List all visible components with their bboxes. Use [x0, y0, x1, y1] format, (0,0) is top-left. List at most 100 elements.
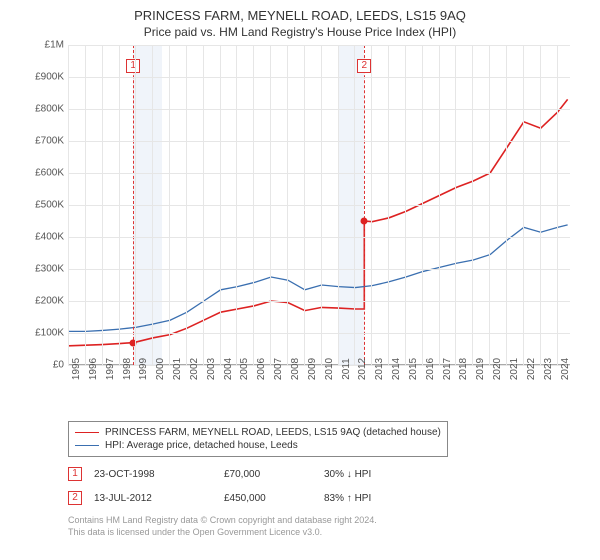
x-tick-label: 2006: [256, 358, 267, 380]
x-tick-label: 2024: [560, 358, 571, 380]
x-tick-label: 2011: [341, 358, 352, 380]
legend-swatch: [75, 432, 99, 433]
x-tick-label: 2019: [475, 358, 486, 380]
sale-delta: 30% ↓ HPI: [324, 469, 424, 480]
x-tick-label: 2007: [273, 358, 284, 380]
x-tick-label: 1996: [88, 358, 99, 380]
x-tick-label: 1995: [71, 358, 82, 380]
x-tick-label: 2015: [408, 358, 419, 380]
x-gridline: [169, 45, 170, 365]
x-gridline: [371, 45, 372, 365]
sale-price: £450,000: [224, 493, 324, 504]
x-gridline: [439, 45, 440, 365]
x-gridline: [338, 45, 339, 365]
x-tick-label: 2001: [172, 358, 183, 380]
x-gridline: [557, 45, 558, 365]
x-tick-label: 2002: [189, 358, 200, 380]
y-gridline: [68, 269, 570, 270]
x-gridline: [68, 45, 69, 365]
footnote-line-1: Contains HM Land Registry data © Crown c…: [68, 515, 590, 527]
marker-box: 2: [357, 59, 371, 73]
y-tick-label: £100K: [35, 328, 64, 339]
x-gridline: [236, 45, 237, 365]
x-gridline: [354, 45, 355, 365]
x-tick-label: 2014: [391, 358, 402, 380]
y-tick-label: £700K: [35, 136, 64, 147]
x-gridline: [220, 45, 221, 365]
y-gridline: [68, 45, 570, 46]
y-gridline: [68, 173, 570, 174]
sale-delta: 83% ↑ HPI: [324, 493, 424, 504]
x-gridline: [102, 45, 103, 365]
sales-table: 1 23-OCT-1998£70,00030% ↓ HPI 2 13-JUL-2012…: [10, 467, 590, 505]
x-gridline: [405, 45, 406, 365]
x-tick-label: 2016: [425, 358, 436, 380]
y-tick-label: £1M: [45, 40, 64, 51]
legend-swatch: [75, 445, 99, 446]
x-gridline: [270, 45, 271, 365]
series-line: [69, 99, 568, 345]
chart-title: PRINCESS FARM, MEYNELL ROAD, LEEDS, LS15…: [10, 8, 590, 23]
x-tick-label: 2023: [543, 358, 554, 380]
x-gridline: [489, 45, 490, 365]
x-gridline: [152, 45, 153, 365]
x-tick-label: 2022: [526, 358, 537, 380]
x-tick-label: 2013: [374, 358, 385, 380]
x-gridline: [321, 45, 322, 365]
y-gridline: [68, 77, 570, 78]
sale-row: 2 13-JUL-2012£450,00083% ↑ HPI: [68, 491, 590, 505]
x-gridline: [506, 45, 507, 365]
chart-area: 1 2 £0 £100K £200K £300K £400K £500K £600K £700K…: [20, 45, 580, 395]
x-tick-label: 2009: [307, 358, 318, 380]
y-tick-label: £0: [53, 360, 64, 371]
footnote-line-2: This data is licensed under the Open Gov…: [68, 527, 590, 539]
x-tick-label: 2004: [223, 358, 234, 380]
marker-box: 1: [126, 59, 140, 73]
y-gridline: [68, 109, 570, 110]
x-tick-label: 2003: [206, 358, 217, 380]
sale-date: 13-JUL-2012: [94, 493, 224, 504]
y-tick-label: £300K: [35, 264, 64, 275]
y-tick-label: £200K: [35, 296, 64, 307]
x-tick-label: 2000: [155, 358, 166, 380]
x-tick-label: 2012: [357, 358, 368, 380]
x-gridline: [186, 45, 187, 365]
y-tick-label: £600K: [35, 168, 64, 179]
y-gridline: [68, 237, 570, 238]
legend-item: PRINCESS FARM, MEYNELL ROAD, LEEDS, LS15…: [75, 426, 441, 439]
x-tick-label: 1999: [138, 358, 149, 380]
x-gridline: [523, 45, 524, 365]
sale-row: 1 23-OCT-1998£70,00030% ↓ HPI: [68, 467, 590, 481]
y-tick-label: £900K: [35, 72, 64, 83]
x-gridline: [203, 45, 204, 365]
x-tick-label: 2018: [458, 358, 469, 380]
y-tick-label: £400K: [35, 232, 64, 243]
x-gridline: [388, 45, 389, 365]
x-tick-label: 1998: [122, 358, 133, 380]
sale-price: £70,000: [224, 469, 324, 480]
x-tick-label: 2020: [492, 358, 503, 380]
x-gridline: [287, 45, 288, 365]
marker-dot: [361, 218, 368, 225]
y-gridline: [68, 301, 570, 302]
x-tick-label: 2005: [239, 358, 250, 380]
x-tick-label: 2021: [509, 358, 520, 380]
y-tick-label: £500K: [35, 200, 64, 211]
x-tick-label: 2010: [324, 358, 335, 380]
legend-item: HPI: Average price, detached house, Leed…: [75, 439, 441, 452]
sale-index-box: 1: [68, 467, 82, 481]
x-gridline: [455, 45, 456, 365]
x-gridline: [304, 45, 305, 365]
y-gridline: [68, 141, 570, 142]
x-tick-label: 1997: [105, 358, 116, 380]
legend-label: HPI: Average price, detached house, Leed…: [105, 440, 298, 451]
sale-date: 23-OCT-1998: [94, 469, 224, 480]
x-gridline: [85, 45, 86, 365]
x-tick-label: 2008: [290, 358, 301, 380]
series-line: [69, 225, 568, 332]
legend-label: PRINCESS FARM, MEYNELL ROAD, LEEDS, LS15…: [105, 427, 441, 438]
footnote: Contains HM Land Registry data © Crown c…: [68, 515, 590, 538]
sale-index-box: 2: [68, 491, 82, 505]
x-gridline: [135, 45, 136, 365]
x-gridline: [540, 45, 541, 365]
